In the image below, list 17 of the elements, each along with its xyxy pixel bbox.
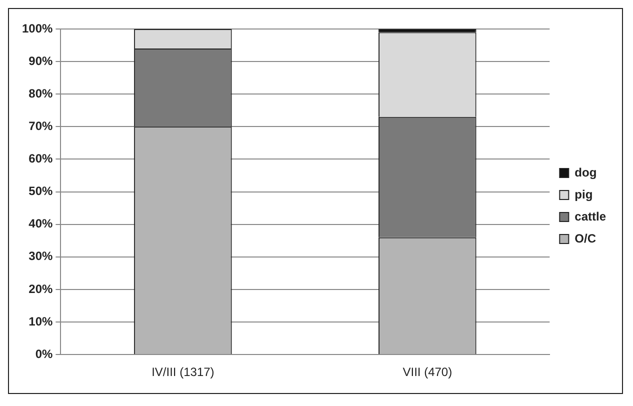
y-tick-label: 10%	[28, 314, 54, 328]
x-tick-label: VIII (470)	[402, 365, 452, 380]
y-tick-label: 50%	[28, 184, 54, 198]
y-tick-label: 60%	[28, 152, 54, 166]
legend-label: pig	[574, 187, 593, 202]
legend-label: O/C	[574, 231, 596, 246]
y-tick-label: 80%	[28, 86, 54, 100]
legend-label: cattle	[574, 209, 606, 224]
y-tick-label: 20%	[28, 282, 54, 296]
y-tick-label: 70%	[28, 118, 54, 133]
y-tick-label: 40%	[28, 216, 54, 231]
y-tick-label: 100%	[22, 21, 54, 36]
legend-label: dog	[574, 165, 597, 180]
x-tick-label: IV/III (1317)	[152, 365, 214, 380]
y-tick-label: 90%	[28, 54, 54, 68]
y-tick-label: 30%	[28, 249, 54, 264]
y-tick-label: 0%	[35, 346, 54, 361]
